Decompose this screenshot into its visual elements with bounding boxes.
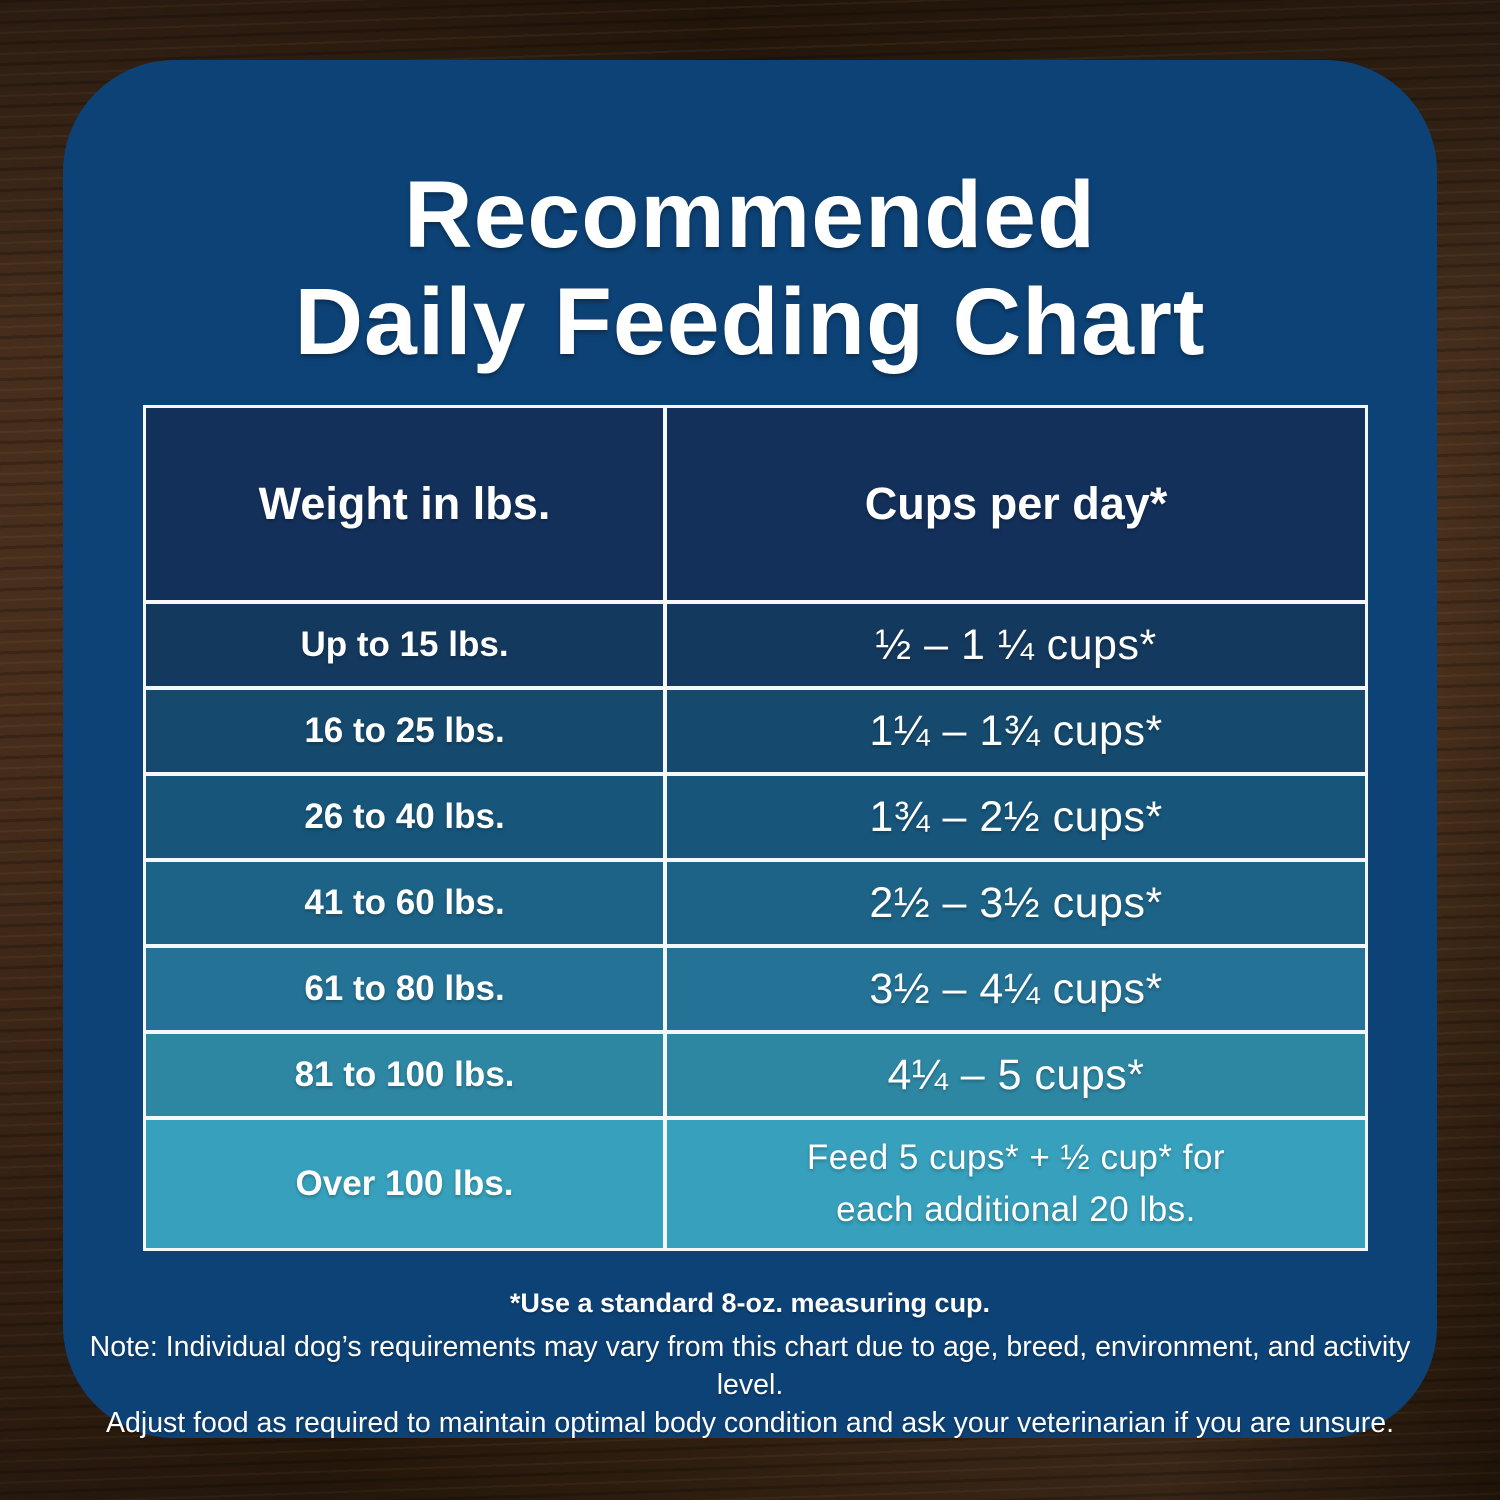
footnote-note-line2: Adjust food as required to maintain opti… [106,1406,1394,1439]
weight-cell: Over 100 lbs. [146,1120,663,1248]
chart-title-line1: Recommended [403,162,1096,268]
cups-cell: 1¼ – 1¾ cups* [667,690,1365,772]
weight-cell: 61 to 80 lbs. [146,948,663,1030]
weight-cell: 81 to 100 lbs. [146,1034,663,1116]
weight-cell: Up to 15 lbs. [146,604,663,686]
weight-cell: 16 to 25 lbs. [146,690,663,772]
cups-value: 4¼ – 5 cups* [887,1050,1145,1099]
cups-value: 1¼ – 1¾ cups* [869,706,1163,755]
cups-value: ½ – 1 ¼ cups* [875,620,1157,669]
header-cell-weight: Weight in lbs. [146,408,663,600]
cups-cell: 4¼ – 5 cups* [667,1034,1365,1116]
weight-cell: 41 to 60 lbs. [146,862,663,944]
cups-cell: 3½ – 4¼ cups* [667,948,1365,1030]
footnote-measuring-cup: *Use a standard 8-oz. measuring cup. [509,1288,991,1318]
cups-value-line2: each additional 20 lbs. [836,1190,1196,1229]
cups-cell: 1¾ – 2½ cups* [667,776,1365,858]
cups-value: Feed 5 cups* + ½ cup* for each additiona… [807,1132,1225,1237]
chart-title: Recommended Daily Feeding Chart [63,162,1437,377]
cups-cell: Feed 5 cups* + ½ cup* for each additiona… [667,1120,1365,1248]
chart-title-line2: Daily Feeding Chart [294,269,1206,376]
weight-value: Over 100 lbs. [295,1164,514,1203]
weight-value: 16 to 25 lbs. [304,711,505,750]
cups-value: 3½ – 4¼ cups* [869,964,1163,1013]
header-weight-label: Weight in lbs. [258,478,551,529]
header-cups-label: Cups per day* [864,478,1168,529]
cups-value: 1¾ – 2½ cups* [869,792,1163,841]
weight-value: 26 to 40 lbs. [304,797,505,836]
feeding-table: Weight in lbs. Cups per day* Up to 15 lb… [143,405,1368,1251]
weight-value: 61 to 80 lbs. [304,969,505,1008]
weight-cell: 26 to 40 lbs. [146,776,663,858]
header-cell-cups: Cups per day* [667,408,1365,600]
cups-value-line1: Feed 5 cups* + ½ cup* for [806,1137,1226,1177]
cups-cell: ½ – 1 ¼ cups* [667,604,1365,686]
feeding-chart-card: Recommended Daily Feeding Chart Weight i… [63,60,1437,1439]
weight-value: 81 to 100 lbs. [294,1055,515,1094]
footnote-note-line1: Note: Individual dog’s requirements may … [89,1331,1411,1401]
cups-value: 2½ – 3½ cups* [869,878,1163,927]
cups-cell: 2½ – 3½ cups* [667,862,1365,944]
weight-value: Up to 15 lbs. [300,625,509,664]
weight-value: 41 to 60 lbs. [304,883,505,922]
footnotes: *Use a standard 8-oz. measuring cup. Not… [80,1288,1420,1443]
